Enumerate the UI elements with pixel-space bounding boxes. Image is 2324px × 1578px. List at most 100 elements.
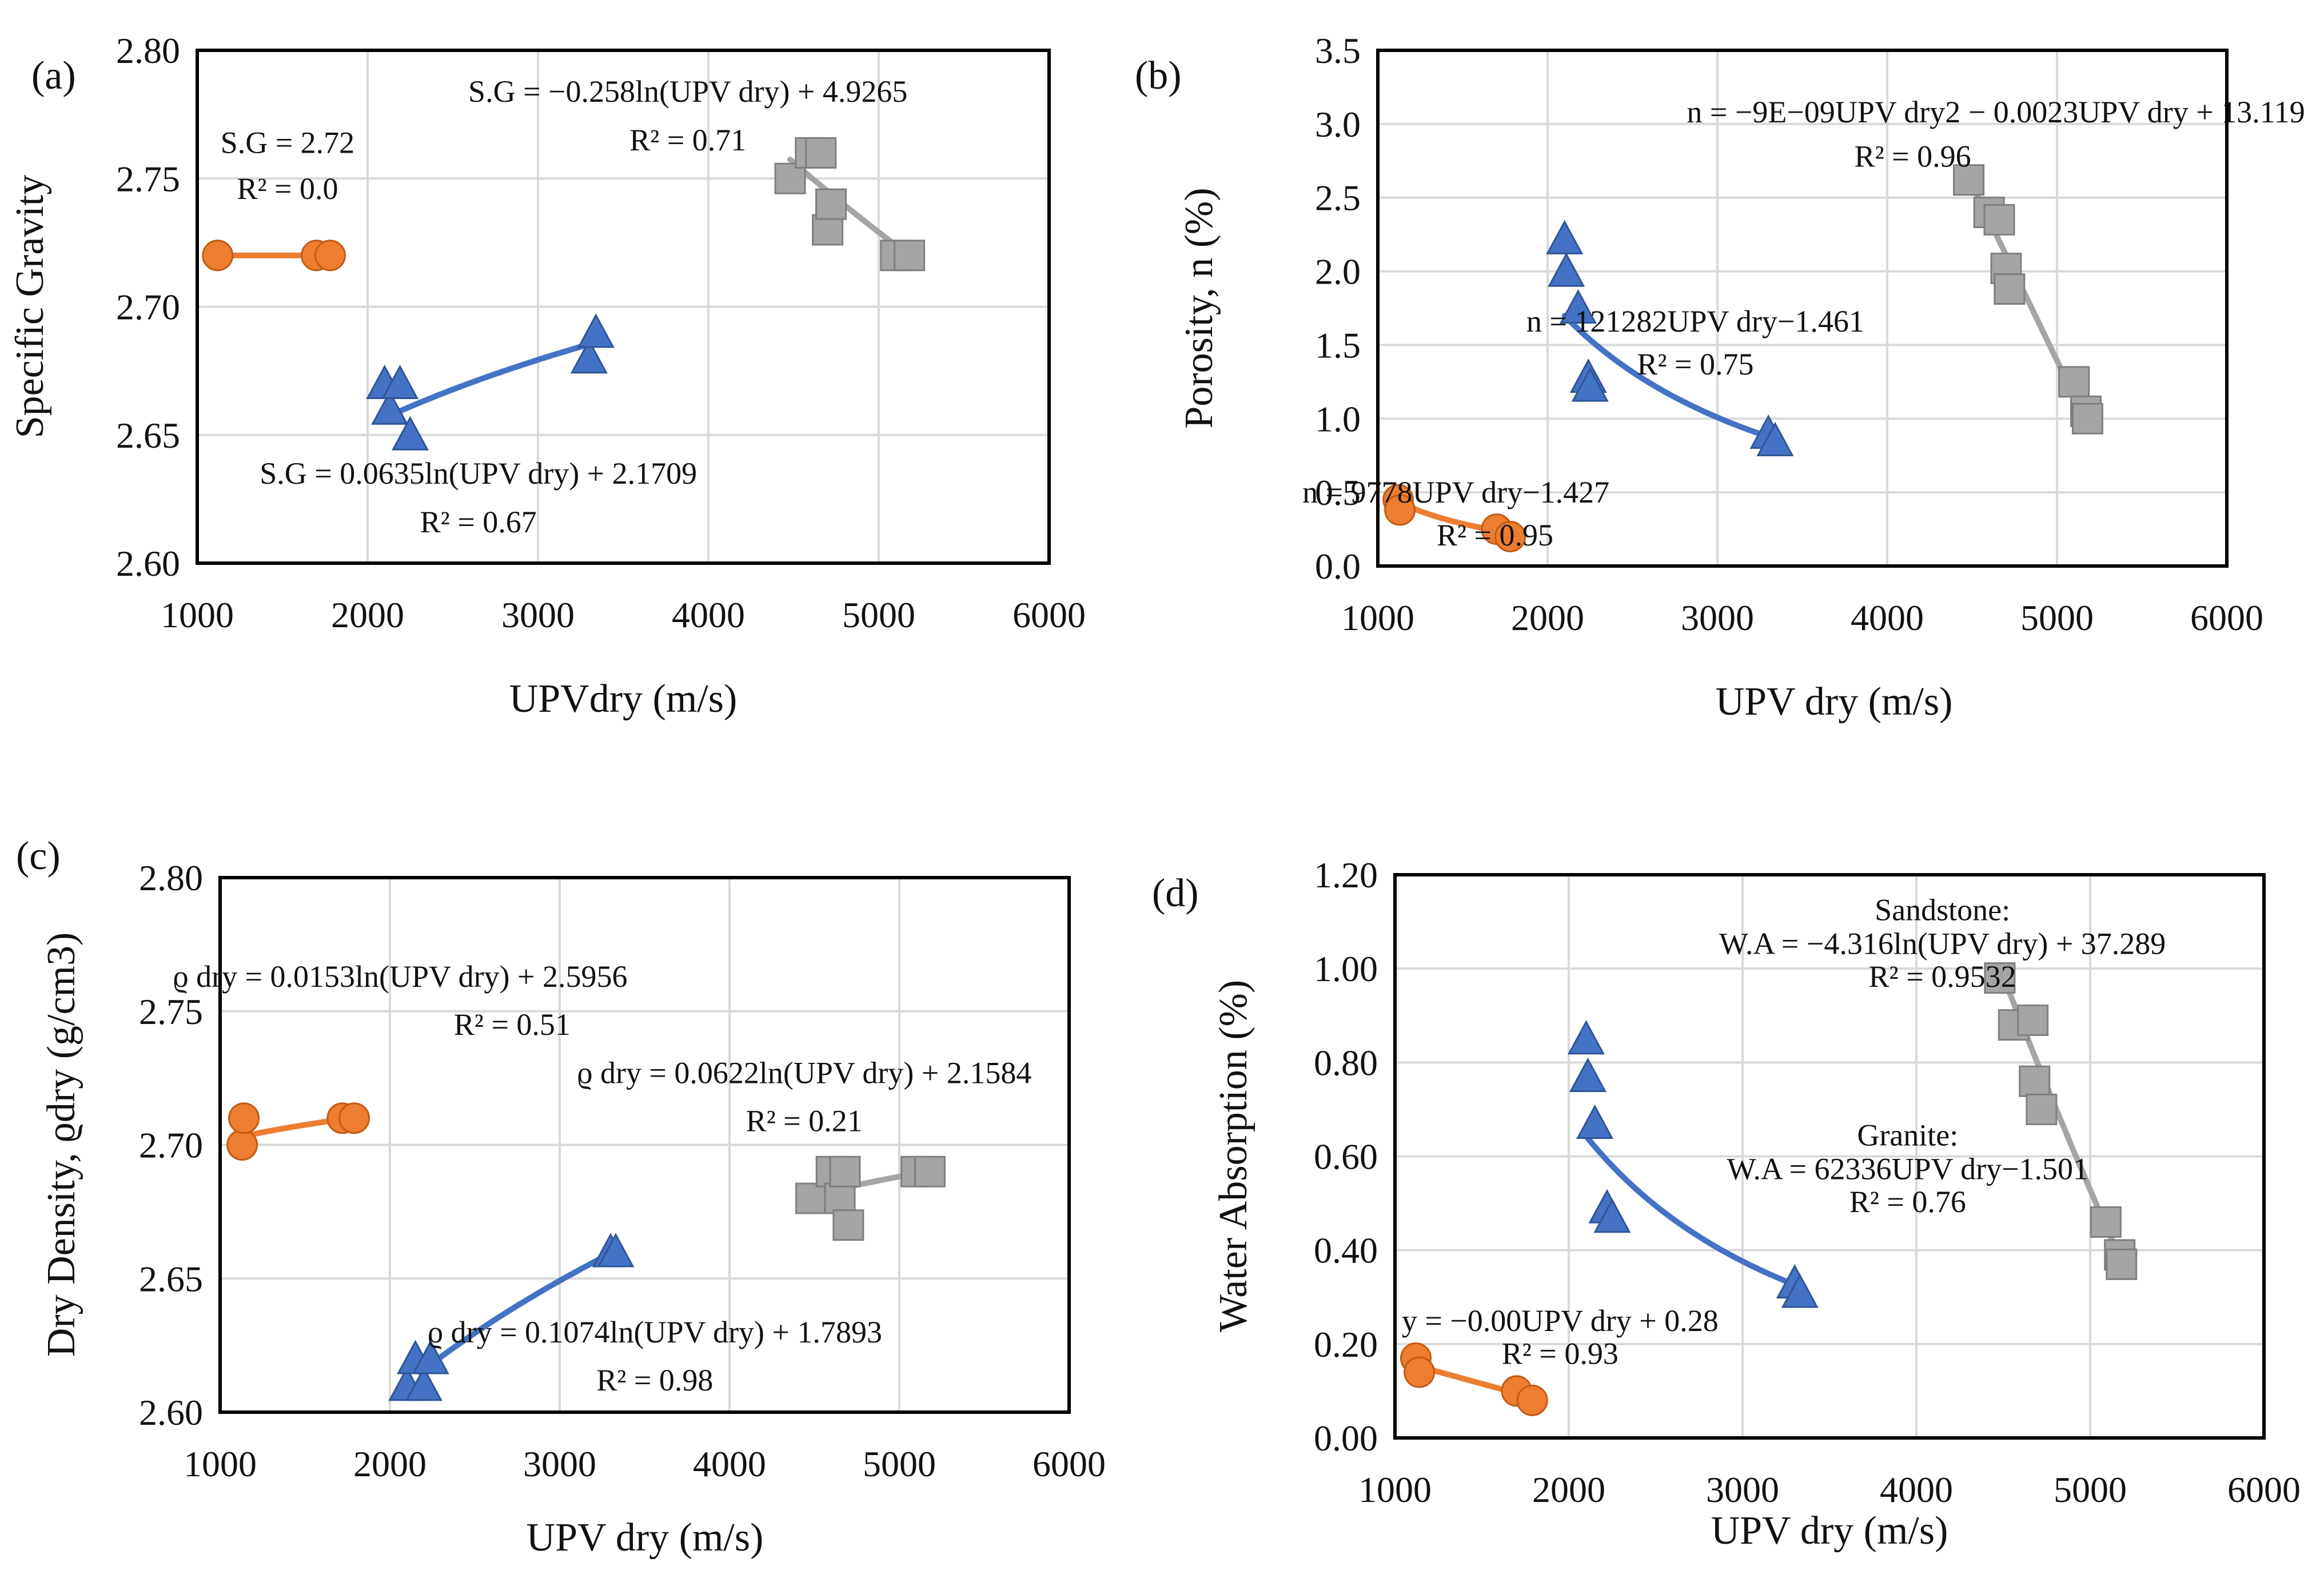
y-tick-label: 0.40 — [1314, 1230, 1378, 1271]
trend-annotation: R² = 0.71 — [629, 123, 746, 157]
trendline-granite — [385, 339, 599, 420]
y-tick-label: 1.0 — [1315, 399, 1361, 439]
point-sandstone — [824, 1182, 856, 1214]
x-tick-label: 1000 — [161, 595, 234, 635]
x-axis-label: UPV dry (m/s) — [527, 1516, 764, 1560]
x-tick-label: 4000 — [693, 1444, 766, 1484]
point-sandstone — [774, 162, 806, 194]
trend-annotation: n = 121282UPV dry−1.461 — [1526, 304, 1864, 338]
point-limestone — [202, 240, 234, 272]
point-sandstone — [812, 214, 844, 246]
point-sandstone — [894, 240, 926, 272]
panel-label: (d) — [1152, 871, 1199, 915]
point-sandstone — [1984, 962, 2016, 994]
x-tick-label: 1000 — [184, 1444, 257, 1484]
point-limestone — [314, 240, 346, 272]
x-axis-label: UPV dry (m/s) — [1716, 680, 1953, 724]
trend-annotation: R² = 0.21 — [746, 1103, 863, 1138]
point-sandstone — [2071, 403, 2103, 435]
chart-panel-c: 1000 2000 3000 4000 5000 6000 2.60 2.65 2.70 2.75… — [16, 834, 1106, 1560]
point-granite — [1781, 1273, 1819, 1308]
x-tick-label: 3000 — [1681, 597, 1754, 638]
point-sandstone — [829, 1155, 861, 1188]
y-tick-label: 2.70 — [116, 287, 180, 328]
point-granite — [577, 313, 615, 348]
trend-annotation: R² = 0.95 — [1437, 518, 1553, 552]
point-granite — [1548, 252, 1585, 287]
x-tick-label: 5000 — [2020, 597, 2094, 638]
point-sandstone — [2017, 1004, 2049, 1036]
trend-annotation: R² = 0.75 — [1637, 347, 1753, 381]
point-limestone — [1404, 1356, 1436, 1388]
y-axis-label: Porosity, n (%) — [1177, 188, 1221, 428]
trend-annotation: R² = 0.51 — [454, 1007, 571, 1042]
trend-annotation: n = −9E−09UPV dry2 − 0.0023UPV dry + 13.… — [1687, 95, 2305, 129]
x-tick-label: 3000 — [523, 1444, 596, 1484]
y-tick-label: 1.5 — [1315, 325, 1361, 365]
y-tick-label: 0.5 — [1315, 472, 1361, 513]
plot-frame — [196, 49, 1051, 565]
point-limestone — [1494, 520, 1526, 552]
point-sandstone — [795, 1182, 827, 1214]
x-tick-label: 2000 — [353, 1444, 426, 1484]
y-tick-label: 1.00 — [1314, 949, 1378, 989]
point-limestone — [228, 1102, 260, 1134]
x-tick-label: 2000 — [1511, 597, 1584, 638]
trend-annotation: R² = 0.93 — [1502, 1336, 1619, 1370]
point-granite — [597, 1233, 635, 1268]
x-tick-label: 1000 — [1341, 597, 1414, 638]
panel-label: (b) — [1135, 54, 1182, 98]
panel-label: (c) — [16, 834, 61, 878]
x-tick-label: 4000 — [1880, 1469, 1953, 1510]
point-sandstone — [1994, 273, 2026, 305]
trend-annotation: W.A = 62336UPV dry−1.501 — [1727, 1152, 2088, 1186]
x-axis-label: UPVdry (m/s) — [509, 677, 738, 721]
y-tick-label: 2.60 — [139, 1392, 203, 1433]
y-tick-label: 0.20 — [1314, 1324, 1378, 1365]
trend-annotation: S.G = −0.258ln(UPV dry) + 4.9265 — [468, 74, 907, 109]
trend-annotation: Sandstone: — [1875, 893, 2010, 927]
x-tick-label: 2000 — [331, 595, 404, 635]
point-sandstone — [2026, 1093, 2058, 1125]
point-granite — [1559, 289, 1597, 324]
trend-annotation: Granite: — [1857, 1118, 1958, 1153]
point-sandstone — [914, 1155, 946, 1188]
y-tick-label: 3.0 — [1315, 104, 1361, 145]
trend-annotation: ϱ dry = 0.0622ln(UPV dry) + 2.1584 — [577, 1055, 1031, 1090]
y-tick-label: 2.65 — [139, 1258, 203, 1299]
y-tick-label: 2.75 — [139, 991, 203, 1032]
x-tick-label: 6000 — [1033, 1444, 1106, 1484]
y-tick-label: 2.5 — [1315, 178, 1361, 218]
trend-annotation: R² = 0.9532 — [1869, 959, 2016, 994]
point-granite — [1756, 421, 1794, 456]
y-tick-label: 2.80 — [139, 858, 203, 898]
x-tick-label: 6000 — [2190, 597, 2263, 638]
chart-panel-b: 1000 2000 3000 4000 5000 6000 0.0 0.5 1.0 1.5 2.0 2… — [1135, 30, 2305, 724]
trend-annotation: n = 9778UPV dry−1.427 — [1302, 475, 1609, 509]
point-sandstone — [832, 1209, 864, 1241]
point-sandstone — [1983, 204, 2015, 236]
point-sandstone — [1953, 164, 1985, 196]
trendline-granite — [1585, 1135, 1803, 1290]
point-granite — [1569, 1057, 1607, 1092]
point-granite — [391, 416, 429, 451]
plot-frame — [218, 876, 1071, 1414]
trend-annotation: R² = 0.96 — [1854, 140, 1971, 174]
y-tick-label: 2.65 — [116, 415, 180, 456]
point-granite — [412, 1340, 449, 1374]
y-axis-label: Dry Density, ϱdry (g/cm3) — [39, 933, 83, 1357]
x-tick-label: 6000 — [1012, 595, 1086, 635]
trend-annotation: y = −0.00UPV dry + 0.28 — [1402, 1304, 1719, 1338]
point-sandstone — [2106, 1248, 2138, 1280]
point-sandstone — [815, 188, 847, 220]
x-tick-label: 3000 — [501, 595, 575, 635]
point-granite — [371, 390, 409, 425]
x-axis-label: UPV dry (m/s) — [1711, 1509, 1948, 1553]
y-tick-label: 1.20 — [1314, 855, 1378, 895]
x-tick-label: 4000 — [1851, 597, 1924, 638]
y-tick-label: 2.70 — [139, 1125, 203, 1166]
point-limestone — [338, 1102, 370, 1134]
trendline-granite — [417, 1248, 619, 1376]
point-sandstone — [2058, 366, 2090, 398]
